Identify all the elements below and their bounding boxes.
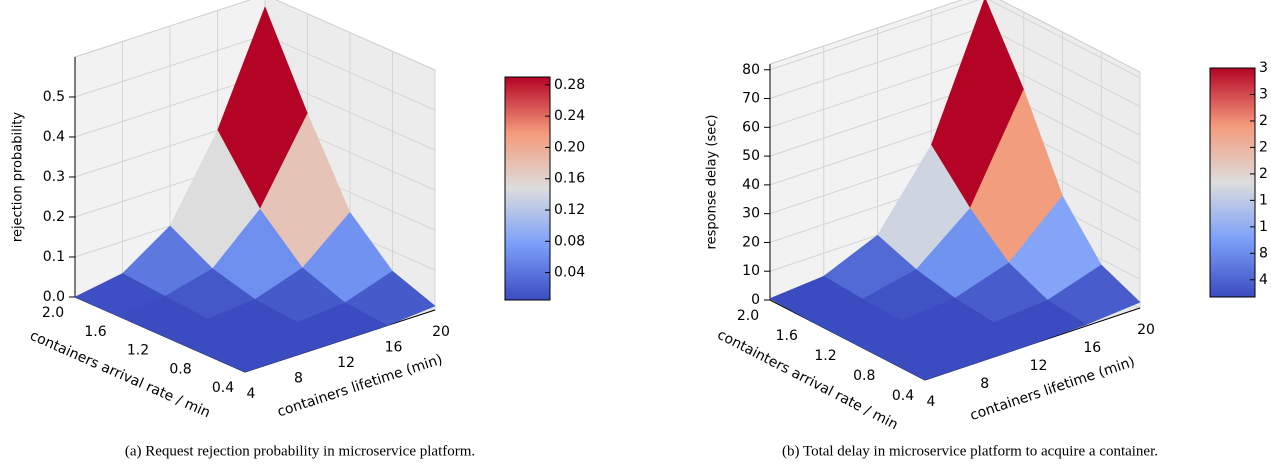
x-tick-label: 20: [432, 324, 450, 340]
colorbar: [504, 76, 551, 301]
colorbar-tick-label: 0.20: [554, 139, 585, 155]
y-tick-label: 2.0: [737, 308, 759, 324]
colorbar-tick-label: 0.04: [554, 265, 585, 281]
z-tick-label: 0.5: [43, 89, 65, 105]
colorbar-tick-label: 4: [1259, 272, 1268, 288]
colorbar-tick-label: 1: [1259, 219, 1268, 235]
colorbar-tick-label: 2: [1259, 139, 1268, 155]
colorbar-tick-label: 2: [1259, 166, 1268, 182]
z-tick-label: 0.2: [43, 209, 65, 225]
x-tick-label: 8: [294, 371, 303, 387]
x-tick-label: 4: [927, 394, 936, 410]
z-tick-label: 20: [742, 234, 760, 250]
z-tick-label: 40: [742, 177, 760, 193]
y-tick-label: 0.4: [892, 388, 914, 404]
colorbar-tick-label: 1: [1259, 192, 1268, 208]
x-tick-label: 20: [1137, 322, 1155, 338]
z-tick-label: 80: [742, 62, 760, 78]
z-tick-label: 10: [742, 263, 760, 279]
y-tick-label: 0.8: [169, 361, 191, 377]
x-tick-label: 16: [385, 340, 403, 356]
surface-face: [202, 337, 293, 373]
z-tick-label: 30: [742, 206, 760, 222]
z-tick-label: 50: [742, 148, 760, 164]
colorbar-tick-label: 0.16: [554, 171, 585, 187]
z-tick-label: 0.4: [43, 129, 65, 145]
y-tick-label: 2.0: [42, 305, 64, 321]
x-tick-label: 16: [1083, 340, 1101, 356]
y-tick-label: 1.2: [127, 343, 149, 359]
colorbar-tick-label: 0.12: [554, 202, 585, 218]
z-tick-label: 0: [751, 292, 760, 308]
z-tick-label: 60: [742, 119, 760, 135]
caption: (b) Total delay in microservice platform…: [782, 443, 1158, 459]
z-tick-label: 70: [742, 91, 760, 107]
y-tick-label: 0.8: [853, 368, 875, 384]
x-tick-label: 12: [337, 355, 355, 371]
z-axis-label: response delay (sec): [705, 115, 720, 250]
z-tick-label: 0.1: [43, 249, 65, 265]
colorbar-tick-label: 3: [1259, 86, 1268, 102]
y-tick-label: 1.2: [814, 348, 836, 364]
colorbar-tick-label: 0.24: [554, 108, 585, 124]
colorbar-tick-label: 0.08: [554, 233, 585, 249]
grid-line: [769, 0, 1141, 79]
colorbar-tick-label: 3: [1259, 60, 1268, 76]
z-axis-label: rejection probability: [11, 112, 26, 243]
x-tick-label: 4: [247, 386, 256, 402]
x-axis-label: containers lifetime (min): [968, 354, 1137, 424]
z-tick-label: 0.0: [43, 289, 65, 305]
colorbar-tick-label: 0.28: [554, 77, 585, 93]
surface-face: [885, 341, 980, 381]
colorbar: [1209, 67, 1256, 298]
y-tick-label: 0.4: [212, 380, 234, 396]
x-tick-label: 12: [1030, 358, 1048, 374]
y-tick-label: 1.6: [84, 324, 106, 340]
z-tick-label: 0.3: [43, 169, 65, 185]
caption: (a) Request rejection probability in mic…: [125, 443, 475, 459]
colorbar-tick-label: 8: [1259, 245, 1268, 261]
x-tick-label: 8: [980, 376, 989, 392]
y-tick-label: 1.6: [776, 328, 798, 344]
colorbar-tick-label: 2: [1259, 113, 1268, 129]
